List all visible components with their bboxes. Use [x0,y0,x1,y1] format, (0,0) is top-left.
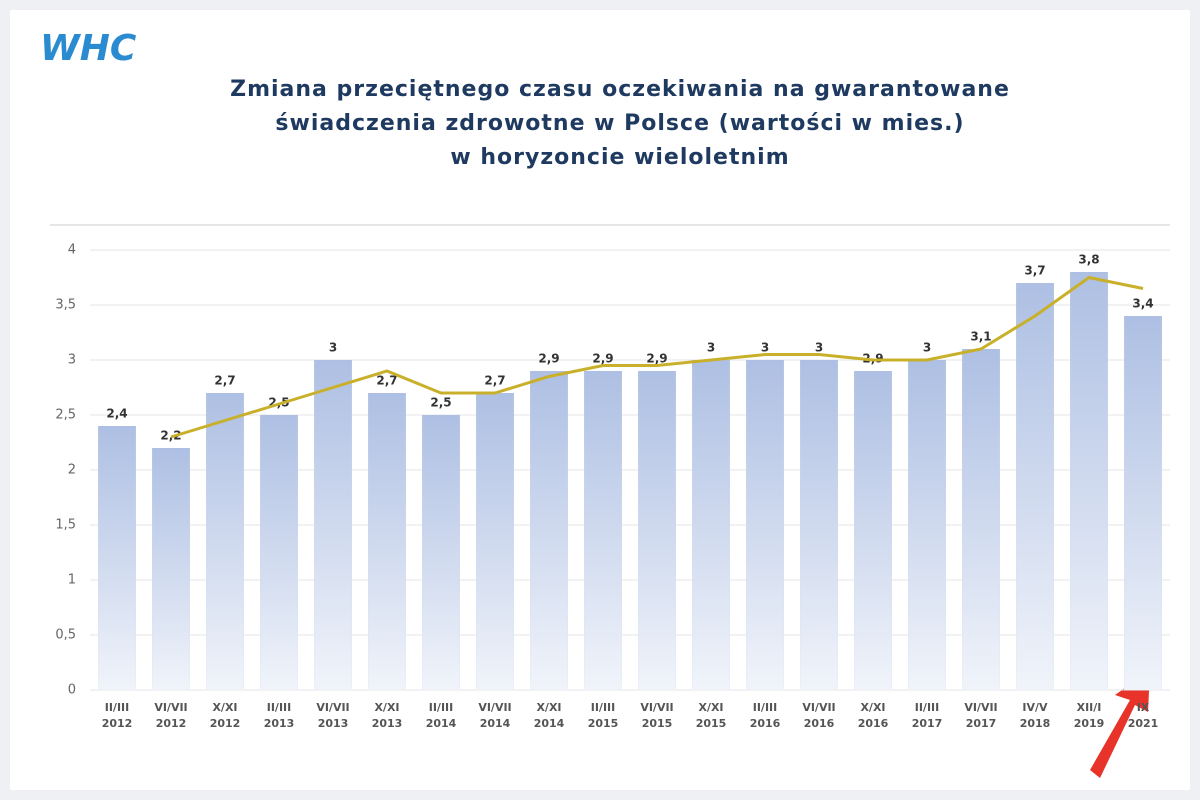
x-tick-label: X/XI 2013 [372,701,403,730]
y-tick-label: 1,5 [55,518,76,533]
y-tick-label: 3,5 [55,298,76,313]
y-tick-label: 2,5 [55,408,76,423]
bar-shade [206,393,244,690]
arrow [1090,670,1150,778]
value-label: 3,7 [1024,264,1045,278]
value-label: 3,8 [1078,253,1099,267]
x-tick-label: II/III 2017 [912,701,943,730]
x-tick-label: XII/I 2019 [1074,701,1105,730]
x-tick-label: II/III 2015 [588,701,619,730]
value-label: 3,1 [970,330,991,344]
x-tick-label: IV/V 2018 [1020,701,1051,730]
x-tick-label: VI/VII 2016 [802,701,835,730]
bar-shade [314,360,352,690]
chart-title: Zmiana przeciętnego czasu oczekiwania na… [230,77,1010,102]
bar-shade [962,349,1000,690]
bar-shade [908,360,946,690]
value-label: 3 [707,341,715,355]
value-label: 3 [329,341,337,355]
bar-shade [854,371,892,690]
x-tick-label: VI/VII 2014 [478,701,511,730]
x-tick-label: X/XI 2012 [210,701,241,730]
bar-shade [368,393,406,690]
bar-shade [584,371,622,690]
y-tick-label: 0,5 [55,628,76,643]
value-label: 2,9 [538,352,559,366]
x-tick-label: IX 2021 [1128,701,1159,730]
bar-shade [530,371,568,690]
x-tick-label: II/III 2012 [102,701,133,730]
y-tick-label: 1 [68,573,76,588]
value-label: 2,5 [430,396,451,410]
x-tick-label: II/III 2014 [426,701,457,730]
x-tick-label: X/XI 2015 [696,701,727,730]
value-label: 3 [815,341,823,355]
chart-title: świadczenia zdrowotne w Polsce (wartości… [275,111,964,136]
value-label: 3,4 [1132,297,1153,311]
trend-line [170,275,1144,439]
value-label: 2,7 [376,374,397,388]
bar-shade [800,360,838,690]
bar-shade [1070,272,1108,690]
y-tick-label: 2 [68,463,76,478]
x-tick-label: VI/VII 2015 [640,701,673,730]
bar-shade [638,371,676,690]
y-tick-label: 4 [68,243,76,258]
bar-shade [260,415,298,690]
bar-shade [1016,283,1054,690]
bar-shade [422,415,460,690]
chart-title: w horyzoncie wieloletnim [450,145,789,170]
x-tick-label: VI/VII 2017 [964,701,997,730]
logo: WHC [40,28,137,69]
bar-shade [152,448,190,690]
x-tick-label: VI/VII 2012 [154,701,187,730]
bar-shade [1124,316,1162,690]
bar-shade [692,360,730,690]
value-label: 2,7 [484,374,505,388]
value-label: 3 [761,341,769,355]
x-tick-label: X/XI 2016 [858,701,889,730]
value-label: 3 [923,341,931,355]
value-label: 2,9 [646,352,667,366]
x-tick-label: II/III 2016 [750,701,781,730]
bar-shade [476,393,514,690]
x-tick-label: VI/VII 2013 [316,701,349,730]
x-tick-label: II/III 2013 [264,701,295,730]
y-tick-label: 0 [68,683,76,698]
value-label: 2,9 [592,352,613,366]
x-tick-label: X/XI 2014 [534,701,565,730]
value-label: 2,4 [106,407,127,421]
value-label: 2,7 [214,374,235,388]
bar-shade [746,360,784,690]
bar-shade [98,426,136,690]
y-tick-label: 3 [68,353,76,368]
